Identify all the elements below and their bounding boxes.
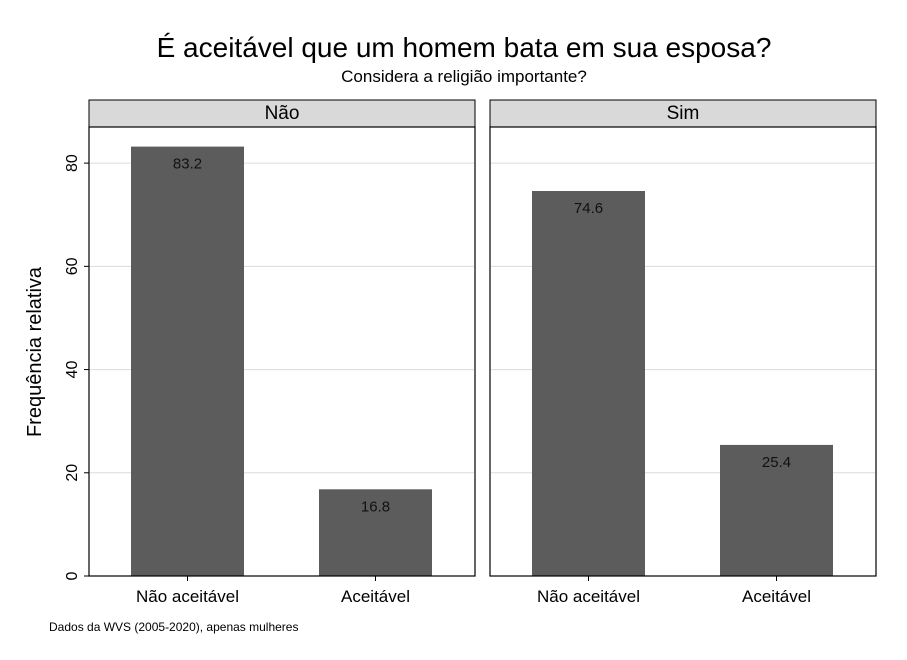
x-tick-label-1-0: Não aceitável bbox=[537, 587, 640, 606]
bar-value-label-1-1: 25.4 bbox=[762, 454, 791, 471]
y-axis-label: Frequência relativa bbox=[24, 266, 46, 437]
y-tick-label-1: 20 bbox=[64, 464, 81, 482]
y-tick-label-3: 60 bbox=[64, 257, 81, 275]
panel-label-0: Não bbox=[265, 103, 300, 124]
chart-subtitle: Considera a religião importante? bbox=[341, 67, 587, 86]
bar-value-label-0-1: 16.8 bbox=[361, 498, 390, 515]
y-tick-label-2: 40 bbox=[64, 361, 81, 379]
bar-value-label-0-0: 83.2 bbox=[173, 156, 202, 173]
chart-title: É aceitável que um homem bata em sua esp… bbox=[157, 32, 772, 63]
bar-1-0 bbox=[532, 191, 645, 576]
y-tick-label-0: 0 bbox=[64, 571, 81, 580]
bar-0-0 bbox=[131, 147, 244, 576]
x-tick-label-1-1: Aceitável bbox=[742, 587, 811, 606]
y-tick-label-4: 80 bbox=[64, 154, 81, 172]
x-tick-label-0-0: Não aceitável bbox=[136, 587, 239, 606]
bar-value-label-1-0: 74.6 bbox=[574, 200, 603, 217]
panel-label-1: Sim bbox=[667, 103, 700, 124]
x-tick-label-0-1: Aceitável bbox=[341, 587, 410, 606]
source-note: Dados da WVS (2005-2020), apenas mulhere… bbox=[49, 620, 298, 634]
